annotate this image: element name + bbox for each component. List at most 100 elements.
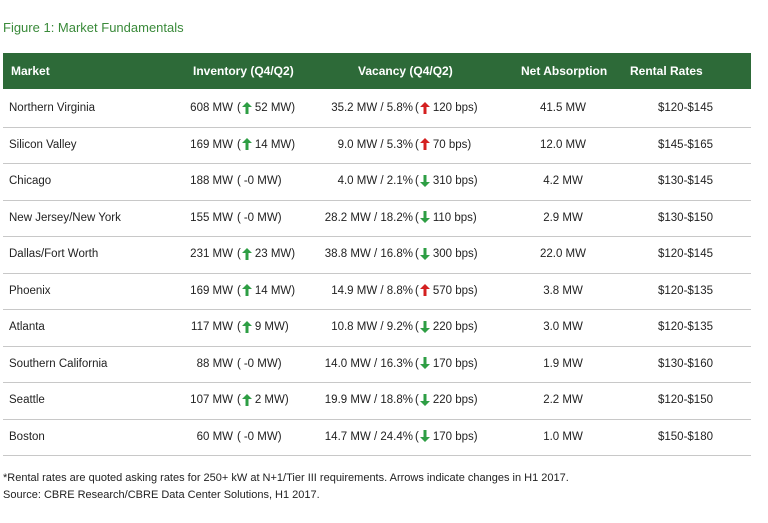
arrow-down [419, 174, 430, 187]
vacancy: 14.0 MW / 16.3% [324, 357, 413, 370]
change-text: 170 bps) [432, 430, 478, 443]
change-open: ( [237, 357, 241, 370]
change: (14 MW) [237, 127, 295, 163]
arrow-down [419, 247, 430, 260]
arrow-shape [419, 320, 430, 333]
net-absorption: 2.9 MW [543, 211, 583, 224]
arrow-down [419, 320, 430, 333]
vacancy: 28.2 MW / 18.2% [324, 211, 413, 224]
market: Seattle [9, 394, 45, 406]
table-row: Silicon Valley 169 MW (14 MW) 9.0 MW / 5.3%… [3, 127, 751, 164]
change-open: ( [237, 430, 241, 443]
change-open: ( [415, 430, 419, 443]
table-row: New Jersey/New York 155 MW(-0 MW) 28.2 MW … [3, 200, 751, 237]
inventory: 60 MW [196, 430, 233, 443]
arrow-shape [419, 247, 430, 260]
arrow-up [419, 101, 430, 114]
change: (-0 MW) [237, 163, 282, 199]
source: Source: CBRE Research/CBRE Data Center S… [3, 489, 320, 501]
change-text: 70 bps) [432, 138, 472, 151]
vacancy: 38.8 MW / 16.8% [324, 248, 413, 260]
vacancy: 14.9 MW / 8.8% [331, 284, 413, 297]
column-header: Inventory (Q4/Q2) [193, 64, 294, 78]
arrow-shape [241, 393, 252, 406]
change-text: 170 bps) [432, 357, 478, 370]
table-row: Southern California 88 MW(-0 MW) 14.0 MW /… [3, 346, 751, 383]
arrow-shape [241, 320, 252, 333]
arrow-down [419, 393, 430, 406]
arrow-shape [241, 284, 252, 297]
change-text: -0 MW) [243, 175, 282, 187]
vacancy: 14.7 MW / 24.4% [324, 430, 413, 443]
net-absorption: 41.5 MW [539, 102, 586, 114]
change-text: 14 MW) [254, 138, 296, 151]
column-header: Vacancy (Q4/Q2) [358, 64, 453, 78]
change: (220 bps) [415, 309, 478, 345]
rental-rates: $120-$135 [658, 321, 713, 333]
column-header: Market [11, 64, 50, 78]
change-open: ( [415, 284, 419, 297]
market: Southern California [9, 357, 108, 370]
column-header: Net Absorption [521, 64, 608, 78]
net-absorption: 22.0 MW [539, 248, 586, 260]
arrow-up [241, 101, 252, 114]
change-open: ( [237, 211, 241, 224]
rental-rates: $130-$145 [658, 175, 713, 187]
change-open: ( [237, 175, 241, 187]
arrow-shape [419, 430, 430, 443]
change: (14 MW) [237, 273, 295, 309]
change-open: ( [237, 394, 241, 406]
change-open: ( [415, 102, 419, 114]
table-row: Dallas/Fort Worth 231 MW (23 MW) 38.8 MW / … [3, 236, 751, 274]
change: (220 bps) [415, 382, 478, 418]
inventory: 169 MW [190, 284, 233, 297]
vacancy: 9.0 MW / 5.3% [337, 138, 413, 151]
inventory: 231 MW [190, 248, 233, 260]
market: Phoenix [9, 284, 51, 297]
rental-rates: $145-$165 [658, 138, 713, 151]
change: (170 bps) [415, 346, 478, 382]
net-absorption: 2.2 MW [543, 394, 583, 406]
change: (300 bps) [415, 236, 478, 272]
header-row: Market Inventory (Q4/Q2) Vacancy (Q4/Q2) Ne… [3, 53, 751, 114]
change-text: 300 bps) [432, 248, 478, 260]
net-absorption: 3.0 MW [543, 321, 583, 333]
arrow-shape [419, 393, 430, 406]
market: Silicon Valley [9, 138, 77, 151]
change-open: ( [415, 248, 419, 260]
arrow-up [241, 393, 252, 406]
arrow-up [241, 284, 252, 297]
arrow-down [419, 430, 430, 443]
change-open: ( [415, 357, 419, 370]
change: (120 bps) [415, 90, 478, 126]
inventory: 107 MW [190, 394, 233, 406]
change-open: ( [237, 284, 241, 297]
net-absorption: 12.0 MW [539, 138, 586, 151]
change-open: ( [415, 394, 419, 406]
arrow-shape [241, 138, 252, 151]
market: Chicago [9, 175, 52, 187]
market: Atlanta [9, 321, 45, 333]
table-row: Boston 60 MW(-0 MW) 14.7 MW / 24.4%(170 bp… [3, 419, 751, 456]
arrow-shape [419, 211, 430, 224]
change-open: ( [237, 138, 241, 151]
change: (23 MW) [237, 236, 295, 272]
change-text: 2 MW) [254, 394, 289, 406]
column-header: Rental Rates (kW/mo)* [630, 64, 703, 114]
footnote: *Rental rates are quoted asking rates fo… [3, 472, 569, 484]
vacancy: 35.2 MW / 5.8% [331, 102, 413, 114]
rental-rates: $120-$145 [658, 102, 713, 114]
net-absorption: 3.8 MW [543, 284, 583, 297]
market: Northern Virginia [9, 102, 96, 114]
table-row: Phoenix 169 MW(14 MW) 14.9 MW / 8.8%(570 b… [3, 273, 751, 310]
table-row: Northern Virginia 608 MW (52 MW) 35.2 MW / … [3, 90, 751, 128]
arrow-up [419, 138, 430, 151]
market: Boston [9, 430, 45, 443]
change: (-0 MW) [237, 346, 282, 382]
arrow-up [241, 320, 252, 333]
rental-rates: $120-$145 [658, 248, 713, 260]
vacancy: 19.9 MW / 18.8% [324, 394, 413, 406]
change: (110 bps) [415, 200, 477, 236]
market: Dallas/Fort Worth [9, 248, 99, 260]
